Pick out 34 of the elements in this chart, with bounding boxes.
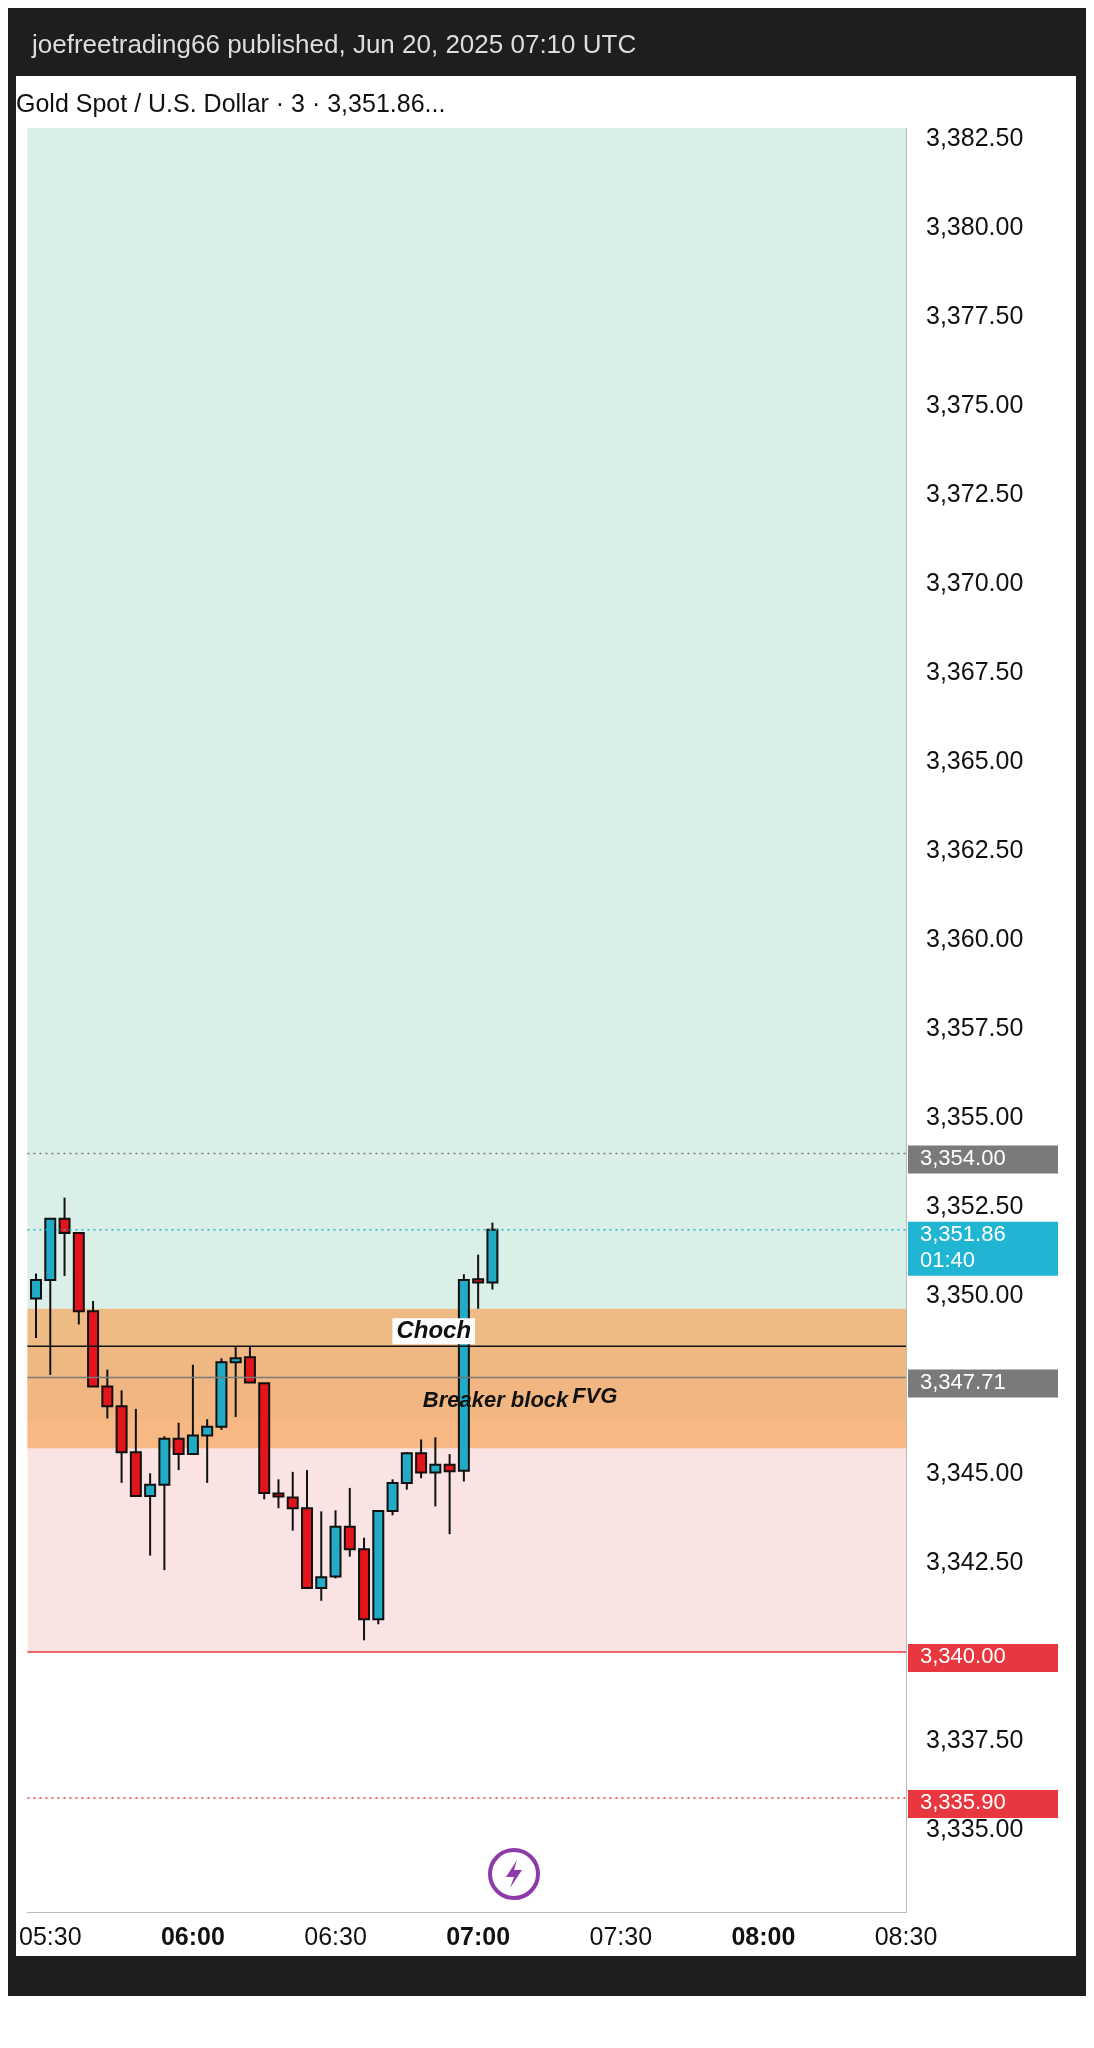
y-tick-label: 3,337.50 (926, 1724, 1024, 1753)
y-tick-label: 3,360.00 (926, 923, 1024, 952)
x-tick-label: 08:30 (874, 1921, 938, 1950)
x-tick-label: 05:30 (19, 1921, 82, 1950)
ref-line-label: 3,335.90 (920, 1789, 1006, 1815)
y-tick-label: 3,357.50 (926, 1012, 1024, 1041)
y-tick-label: 3,370.00 (926, 567, 1024, 596)
y-tick-label: 3,375.00 (926, 389, 1024, 418)
y-tick-label: 3,382.50 (926, 122, 1024, 151)
x-tick-label: 08:00 (731, 1921, 796, 1950)
y-tick-label: 3,377.50 (926, 300, 1024, 329)
ref-line-label: 3,340.00 (920, 1643, 1006, 1669)
y-tick-label: 3,355.00 (926, 1101, 1024, 1130)
y-tick-label: 3,372.50 (926, 478, 1024, 507)
x-tick-label: 07:00 (446, 1921, 511, 1950)
y-tick-label: 3,380.00 (926, 211, 1024, 240)
ref-line-label: 3,354.00 (920, 1144, 1006, 1170)
y-tick-label: 3,350.00 (926, 1279, 1024, 1308)
x-tick-label: 06:00 (160, 1921, 225, 1950)
ref-line-label: Choch (396, 1315, 472, 1343)
ref-line-label: 3,351.86 01:40 (920, 1220, 1006, 1272)
y-tick-label: 3,345.00 (926, 1457, 1024, 1486)
ref-line-label: 3,347.71 (920, 1368, 1006, 1394)
chart-title: Gold Spot / U.S. Dollar · 3 · 3,351.86... (16, 88, 446, 117)
y-tick-label: 3,342.50 (926, 1546, 1024, 1575)
x-tick-label: 07:30 (589, 1921, 653, 1950)
band-label: FVG (572, 1382, 618, 1408)
y-tick-label: 3,365.00 (926, 745, 1024, 774)
y-tick-label: 3,367.50 (926, 656, 1024, 685)
x-tick-label: 06:30 (304, 1921, 367, 1950)
chart-subtitle: joefreetrading66 published, Jun 20, 2025 07:10 UTC (30, 28, 638, 61)
y-tick-label: 3,362.50 (926, 834, 1024, 863)
y-tick-label: 3,352.50 (926, 1190, 1024, 1219)
y-tick-label: 3,335.00 (926, 1813, 1024, 1842)
